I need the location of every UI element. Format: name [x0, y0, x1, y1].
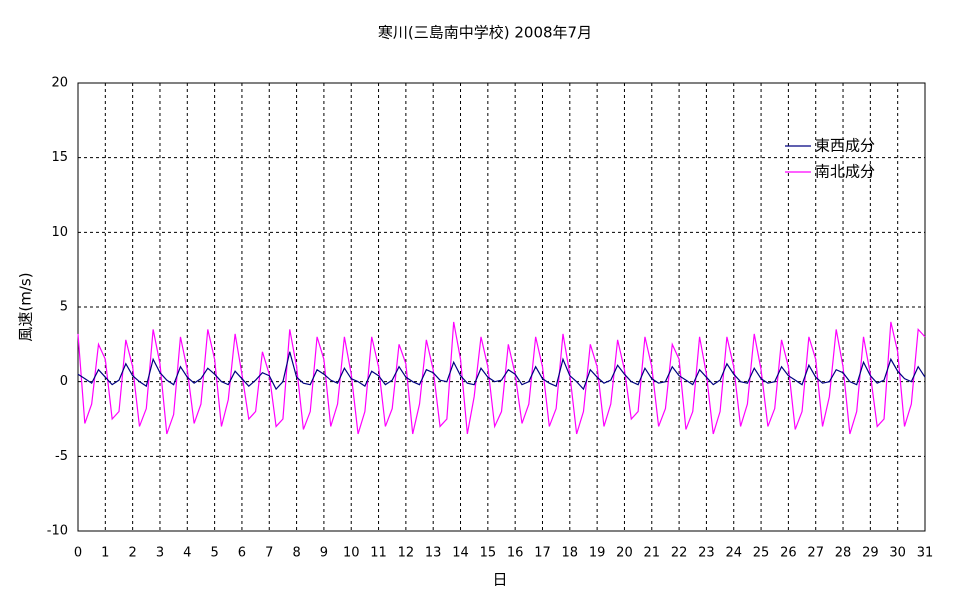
x-tick-label: 29	[862, 546, 879, 561]
y-tick-label: 5	[60, 300, 68, 315]
x-tick-label: 21	[644, 546, 661, 561]
series-line	[77, 351, 926, 391]
series-line	[77, 321, 926, 435]
x-tick-label: 8	[292, 546, 300, 561]
x-tick-label: 22	[671, 546, 688, 561]
y-tick-label: 20	[51, 76, 68, 91]
x-tick-label: 7	[265, 546, 273, 561]
x-tick-label: 31	[917, 546, 934, 561]
x-tick-label: 20	[616, 546, 633, 561]
y-tick-label: 0	[60, 374, 68, 389]
y-tick-label: -10	[47, 524, 68, 539]
y-tick-label: 15	[51, 150, 68, 165]
y-tick-label: 10	[51, 225, 68, 240]
x-tick-label: 27	[807, 546, 824, 561]
x-tick-label: 9	[320, 546, 328, 561]
chart-title: 寒川(三島南中学校) 2008年7月	[378, 24, 592, 42]
x-tick-label: 2	[129, 546, 137, 561]
x-axis-label: 日	[492, 571, 507, 589]
x-tick-label: 0	[74, 546, 82, 561]
x-tick-label: 6	[238, 546, 246, 561]
x-tick-label: 19	[589, 546, 606, 561]
x-tick-label: 24	[725, 546, 742, 561]
x-tick-label: 25	[753, 546, 770, 561]
x-tick-label: 15	[480, 546, 497, 561]
x-tick-label: 17	[534, 546, 551, 561]
x-tick-label: 10	[343, 546, 360, 561]
x-tick-label: 18	[562, 546, 579, 561]
x-tick-label: 28	[835, 546, 852, 561]
x-tick-label: 11	[370, 546, 387, 561]
y-tick-label: -5	[55, 449, 68, 464]
x-tick-label: 3	[156, 546, 164, 561]
x-tick-label: 14	[452, 546, 469, 561]
legend-label: 東西成分	[815, 137, 875, 155]
x-tick-label: 4	[183, 546, 191, 561]
x-tick-label: 16	[507, 546, 524, 561]
x-tick-label: 23	[698, 546, 715, 561]
x-tick-label: 13	[425, 546, 442, 561]
x-tick-label: 5	[210, 546, 218, 561]
y-axis-label: 風速(m/s)	[17, 272, 35, 341]
x-tick-label: 12	[398, 546, 415, 561]
x-tick-label: 1	[101, 546, 109, 561]
x-tick-label: 30	[889, 546, 906, 561]
x-tick-label: 26	[780, 546, 797, 561]
plot-border	[77, 82, 926, 532]
legend-label: 南北成分	[815, 163, 875, 181]
